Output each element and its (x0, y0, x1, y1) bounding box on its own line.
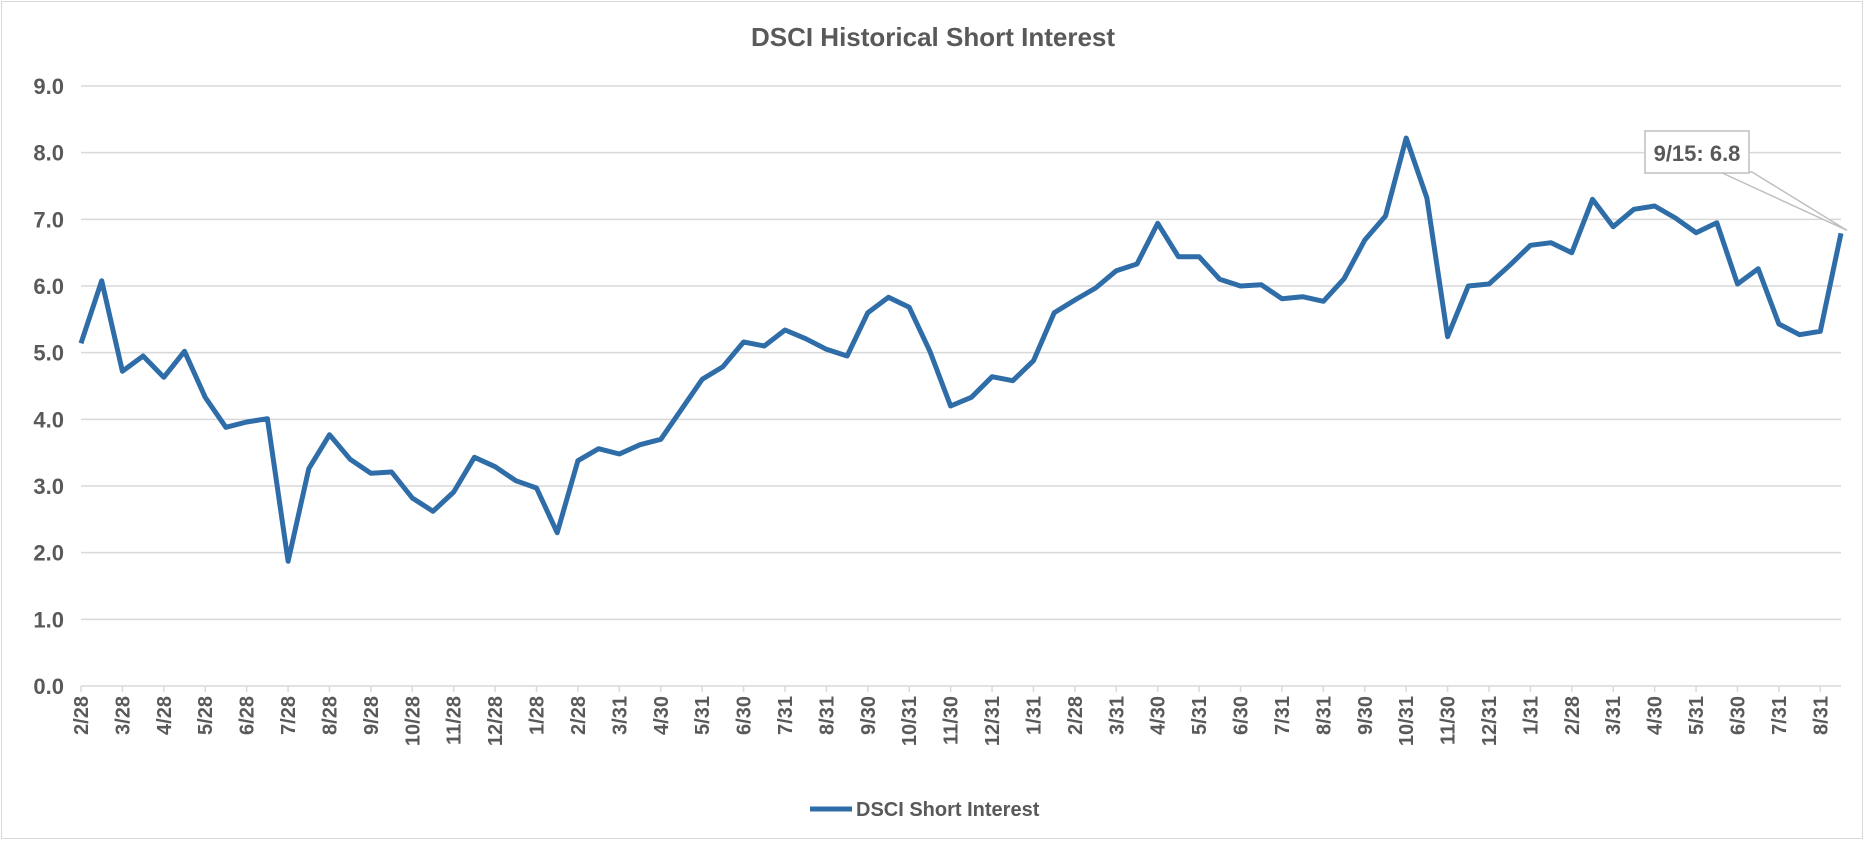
y-tick-label: 2.0 (33, 541, 64, 566)
x-tick-label: 1/28 (527, 696, 549, 735)
x-tick-label: 6/30 (1231, 696, 1253, 735)
y-tick-label: 0.0 (33, 674, 64, 699)
callout-pointer (1719, 171, 1848, 232)
annotation-callout: 9/15: 6.8 (1644, 130, 1848, 232)
y-tick-label: 8.0 (33, 141, 64, 166)
x-tick-label: 7/31 (1769, 696, 1791, 735)
x-tick-label: 10/31 (899, 696, 921, 746)
x-tick-label: 3/31 (1106, 696, 1128, 735)
x-tick-label: 9/28 (361, 696, 383, 735)
x-tick-label: 4/30 (1645, 696, 1667, 735)
x-tick-label: 1/31 (1520, 696, 1542, 735)
series-layer (78, 135, 1844, 564)
chart-title: DSCI Historical Short Interest (751, 22, 1115, 52)
x-tick-label: 11/30 (941, 696, 963, 745)
y-tick-label: 5.0 (33, 341, 64, 366)
y-axis-tick-labels: 0.0 1.0 2.0 3.0 4.0 5.0 6.0 7.0 8.0 9.0 (33, 74, 64, 699)
x-tick-label: 10/28 (402, 696, 424, 746)
x-tick-label: 7/31 (1272, 696, 1294, 735)
x-tick-label: 6/30 (1727, 696, 1749, 735)
y-tick-label: 4.0 (33, 407, 64, 432)
x-tick-label: 2/28 (1065, 696, 1087, 735)
x-tick-label: 3/31 (1603, 696, 1625, 735)
x-tick-label: 12/31 (982, 696, 1004, 746)
callout-box (1644, 130, 1750, 174)
x-tick-label: 5/31 (1686, 696, 1708, 735)
y-tick-label: 1.0 (33, 607, 64, 632)
x-tick-label: 2/28 (568, 696, 590, 735)
x-tick-label: 8/28 (319, 696, 341, 735)
gridlines (81, 85, 1841, 621)
series-line-dsci-short-interest (78, 135, 1844, 564)
y-tick-label: 6.0 (33, 274, 64, 299)
x-tick-label: 6/30 (734, 696, 756, 735)
x-tick-label: 8/31 (816, 696, 838, 735)
y-tick-label: 7.0 (33, 207, 64, 232)
x-tick-label: 9/30 (1355, 696, 1377, 735)
x-tick-label: 1/31 (1023, 696, 1045, 735)
x-tick-label: 12/31 (1479, 696, 1501, 746)
x-tick-label: 5/31 (1189, 696, 1211, 735)
x-axis (80, 685, 1841, 692)
x-axis-tick-labels: 2/28 3/28 4/28 5/28 6/28 7/28 8/28 9/28 10/28 11/… (71, 696, 1832, 746)
x-tick-label: 4/28 (154, 696, 176, 735)
x-tick-label: 7/31 (775, 696, 797, 735)
x-tick-label: 8/31 (1810, 696, 1832, 735)
y-tick-label: 3.0 (33, 474, 64, 499)
x-tick-label: 8/31 (1313, 696, 1335, 735)
x-tick-label: 3/28 (112, 696, 134, 735)
x-tick-label: 11/28 (444, 696, 466, 745)
x-tick-label: 10/31 (1396, 696, 1418, 746)
x-tick-label: 12/28 (485, 696, 507, 746)
x-tick-label: 7/28 (278, 696, 300, 735)
callout-label: 9/15: 6.8 (1654, 141, 1741, 166)
x-tick-label: 5/28 (195, 696, 217, 735)
x-tick-label: 11/30 (1438, 696, 1460, 745)
x-tick-label: 2/28 (1562, 696, 1584, 735)
x-tick-label: 9/30 (858, 696, 880, 735)
legend-label: DSCI Short Interest (856, 799, 1040, 821)
legend: DSCI Short Interest (810, 799, 1040, 821)
x-tick-label: 6/28 (237, 696, 259, 735)
x-tick-label: 5/31 (692, 696, 714, 735)
y-tick-label: 9.0 (33, 74, 64, 99)
x-tick-label: 4/30 (1148, 696, 1170, 735)
x-tick-label: 2/28 (71, 696, 93, 735)
x-tick-label: 3/31 (609, 696, 631, 735)
x-tick-label: 4/30 (651, 696, 673, 735)
